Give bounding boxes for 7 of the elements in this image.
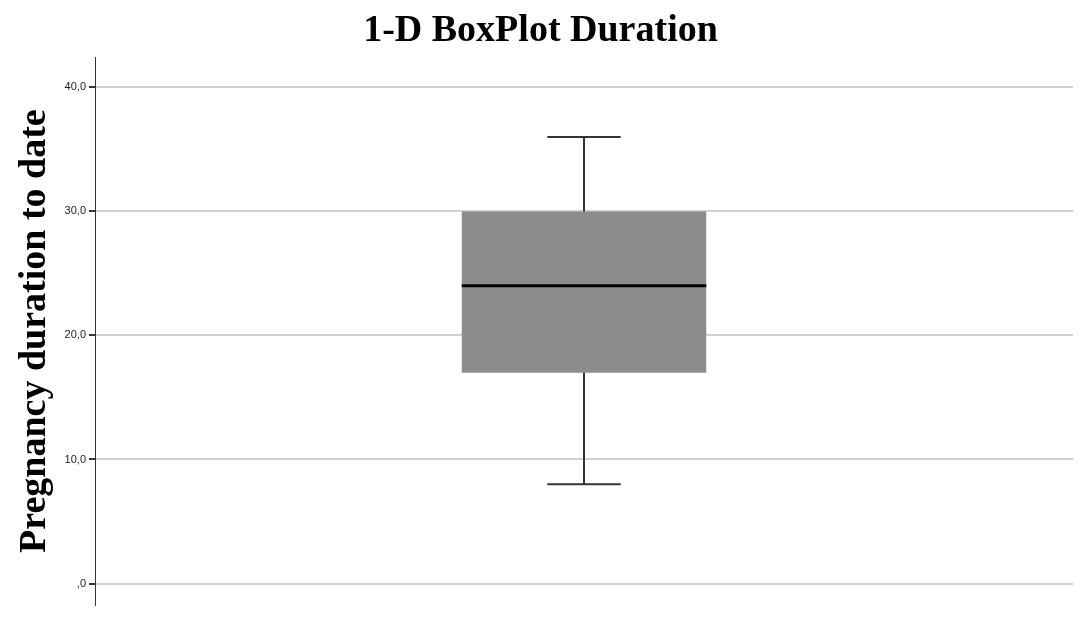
y-tick-label: 20,0 (64, 328, 87, 341)
y-tick-label: ,0 (76, 576, 87, 589)
y-tick-label: 40,0 (64, 80, 87, 93)
y-axis-title: Pregnancy duration to date (10, 109, 53, 553)
y-tick-label: 10,0 (64, 452, 87, 465)
y-tick-label: 30,0 (64, 204, 87, 217)
chart-title: 1-D BoxPlot Duration (363, 6, 718, 49)
